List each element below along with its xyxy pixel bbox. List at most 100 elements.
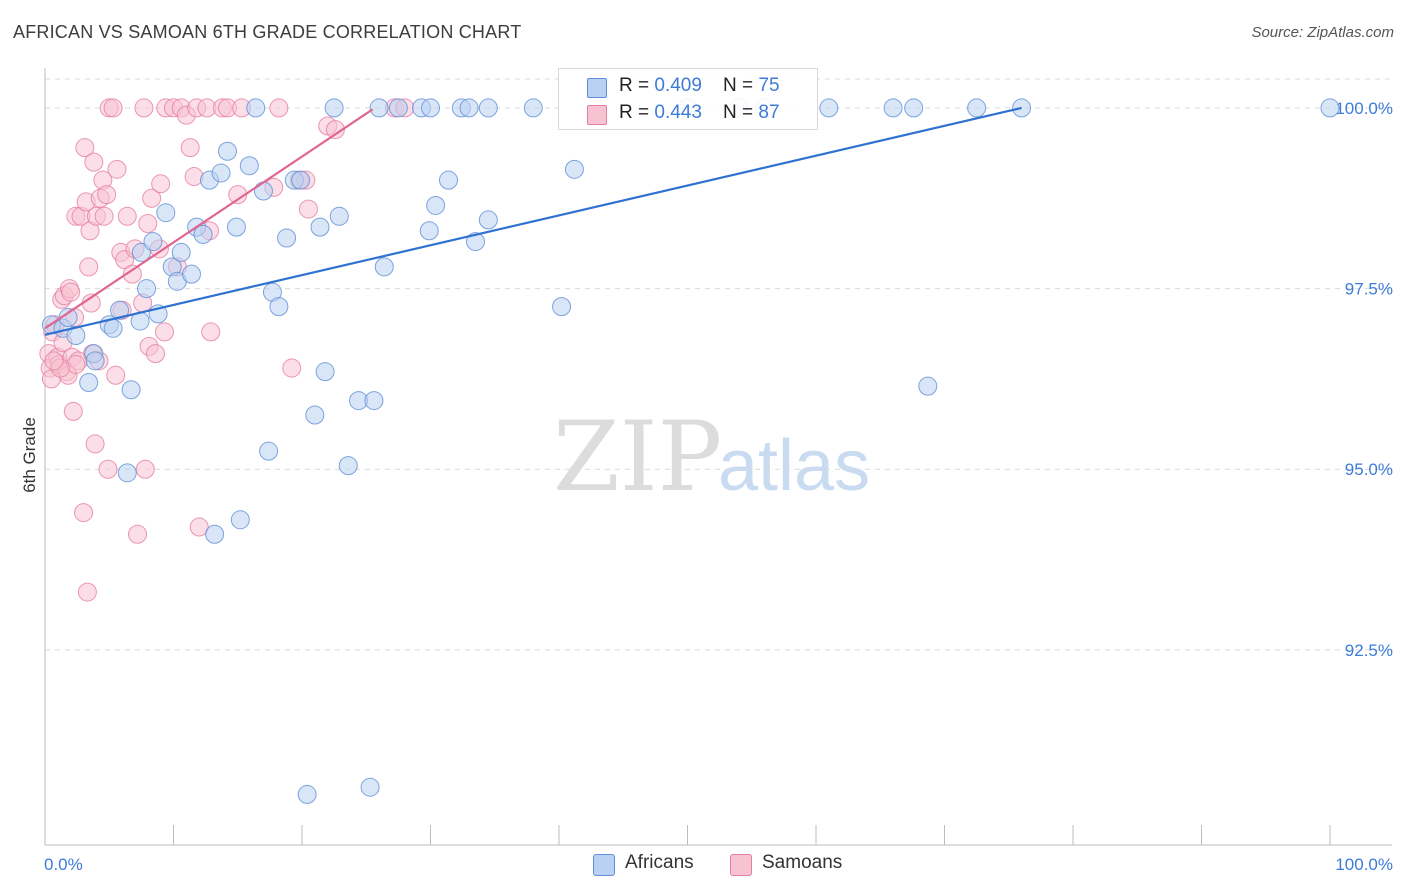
africans-point (298, 785, 316, 803)
y-tick-label: 100.0% (1335, 99, 1393, 118)
africans-point (365, 392, 383, 410)
x-tick-label: 100.0% (1335, 855, 1393, 874)
africans-point (270, 298, 288, 316)
samoans-point (67, 355, 85, 373)
samoans-point (75, 504, 93, 522)
samoans-point (108, 160, 126, 178)
samoans-point (202, 323, 220, 341)
africans-point (389, 99, 407, 117)
legend-swatch-samoans (587, 105, 607, 125)
africans-point (122, 381, 140, 399)
samoans-point (299, 200, 317, 218)
africans-point (330, 207, 348, 225)
africans-point (1321, 99, 1339, 117)
scatter-chart: ZIP atlas 100.0% 97.5% 95.0% 92.5% 0.0% 100.… (0, 0, 1406, 892)
legend-r-label: R = (619, 75, 654, 96)
africans-point (80, 374, 98, 392)
africans-point (306, 406, 324, 424)
samoans-point (62, 283, 80, 301)
samoans-point (80, 258, 98, 276)
africans-point (227, 218, 245, 236)
samoans-point (147, 345, 165, 363)
samoans-point (95, 207, 113, 225)
samoans-point (129, 525, 147, 543)
watermark-zip: ZIP (553, 401, 722, 513)
africans-point (316, 363, 334, 381)
africans-point (968, 99, 986, 117)
samoans-point (139, 215, 157, 233)
africans-point (240, 157, 258, 175)
legend-swatch-africans (587, 78, 607, 98)
africans-point (218, 142, 236, 160)
y-tick-label: 97.5% (1345, 280, 1393, 299)
africans-point (311, 218, 329, 236)
africans-point (339, 457, 357, 475)
africans-point (919, 377, 937, 395)
africans-point (375, 258, 393, 276)
africans-point (138, 280, 156, 298)
africans-point (820, 99, 838, 117)
africans-point (182, 265, 200, 283)
africans-point (524, 99, 542, 117)
legend-text-africans: R = 0.409 N = 75 (619, 75, 780, 97)
africans-point (292, 171, 310, 189)
samoans-point (156, 323, 174, 341)
watermark-atlas: atlas (718, 426, 870, 506)
samoans-point (135, 99, 153, 117)
africans-point (144, 233, 162, 251)
africans-point (370, 99, 388, 117)
africans-point (884, 99, 902, 117)
legend-text-samoans: R = 0.443 N = 87 (619, 102, 780, 124)
y-tick-label: 95.0% (1345, 460, 1393, 479)
africans-point (212, 164, 230, 182)
samoans-point (185, 168, 203, 186)
samoans-point (86, 435, 104, 453)
series-label-africans: Africans (625, 852, 694, 874)
africans-point (422, 99, 440, 117)
africans-point (361, 778, 379, 796)
correlation-legend: R = 0.409 N = 75 R = 0.443 N = 87 (558, 68, 818, 130)
samoans-point (270, 99, 288, 117)
africans-point (553, 298, 571, 316)
africans-point (86, 352, 104, 370)
legend-r-value: 0.409 (654, 75, 702, 96)
series-swatch-samoans (730, 854, 752, 876)
samoans-point (152, 175, 170, 193)
africans-point (439, 171, 457, 189)
legend-n-label: N = (723, 102, 758, 123)
africans-point (157, 204, 175, 222)
africans-point (420, 222, 438, 240)
africans-point (260, 442, 278, 460)
africans-point (325, 99, 343, 117)
africans-point (905, 99, 923, 117)
africans-point (479, 99, 497, 117)
watermark: ZIP atlas (553, 401, 870, 513)
africans-point (231, 511, 249, 529)
samoans-point (98, 186, 116, 204)
samoans-point (136, 460, 154, 478)
y-tick-label: 92.5% (1345, 641, 1393, 660)
legend-r-value: 0.443 (654, 102, 702, 123)
samoans-point (283, 359, 301, 377)
africans-point (172, 243, 190, 261)
legend-r-label: R = (619, 102, 654, 123)
x-tick-labels: 0.0% 100.0% (44, 855, 1393, 874)
africans-point (565, 160, 583, 178)
legend-n-label: N = (723, 75, 758, 96)
y-tick-labels: 100.0% 97.5% 95.0% 92.5% (1335, 99, 1393, 660)
samoans-point (99, 460, 117, 478)
samoans-point (107, 366, 125, 384)
africans-point (206, 525, 224, 543)
legend-n-value: 87 (758, 102, 779, 123)
africans-point (427, 196, 445, 214)
samoans-point (104, 99, 122, 117)
africans-point (118, 464, 136, 482)
legend-n-value: 75 (758, 75, 779, 96)
series-swatch-africans (593, 854, 615, 876)
africans-point (278, 229, 296, 247)
samoans-point (78, 583, 96, 601)
samoans-point (118, 207, 136, 225)
africans-point (460, 99, 478, 117)
samoans-point (85, 153, 103, 171)
samoans-point (181, 139, 199, 157)
